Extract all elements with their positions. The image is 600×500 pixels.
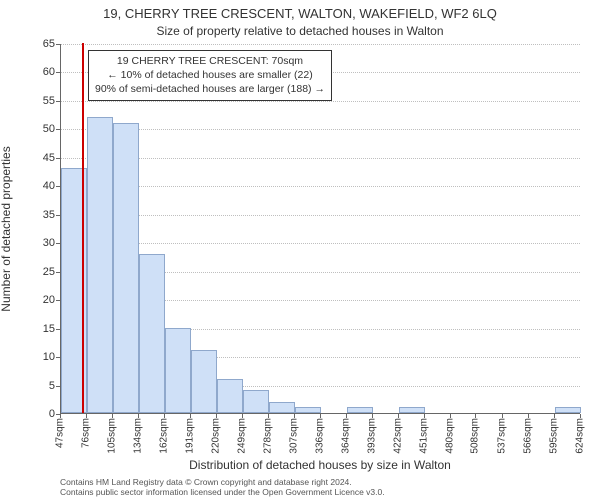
- y-tick-mark: [56, 44, 60, 45]
- x-tick-label: 422sqm: [392, 418, 403, 454]
- x-tick-label: 451sqm: [419, 418, 430, 454]
- histogram-bar: [399, 407, 425, 413]
- y-tick-label: 10: [15, 351, 55, 363]
- annotation-line3: 90% of semi-detached houses are larger (…: [95, 82, 325, 96]
- y-tick-label: 50: [15, 123, 55, 135]
- x-tick-label: 105sqm: [107, 418, 118, 454]
- histogram-bar: [139, 254, 164, 413]
- x-tick-label: 220sqm: [210, 418, 221, 454]
- y-tick-mark: [56, 101, 60, 102]
- x-tick-label: 134sqm: [133, 418, 144, 454]
- x-tick-label: 76sqm: [81, 418, 92, 448]
- annotation-line1: 19 CHERRY TREE CRESCENT: 70sqm: [95, 54, 325, 68]
- footer-attribution: Contains HM Land Registry data © Crown c…: [60, 477, 580, 498]
- y-tick-mark: [56, 357, 60, 358]
- footer-line1: Contains HM Land Registry data © Crown c…: [60, 477, 580, 488]
- y-tick-label: 30: [15, 237, 55, 249]
- x-tick-label: 307sqm: [289, 418, 300, 454]
- y-tick-label: 20: [15, 294, 55, 306]
- histogram-bar: [87, 117, 113, 413]
- y-tick-label: 40: [15, 180, 55, 192]
- histogram-bar: [295, 407, 321, 413]
- y-tick-label: 15: [15, 323, 55, 335]
- gridline: [61, 101, 580, 102]
- x-tick-label: 537sqm: [496, 418, 507, 454]
- y-tick-mark: [56, 300, 60, 301]
- x-tick-label: 249sqm: [237, 418, 248, 454]
- y-tick-label: 55: [15, 95, 55, 107]
- histogram-bar: [555, 407, 581, 413]
- x-axis-label: Distribution of detached houses by size …: [60, 458, 580, 472]
- y-tick-label: 60: [15, 66, 55, 78]
- histogram-bar: [191, 350, 217, 413]
- x-tick-label: 336sqm: [315, 418, 326, 454]
- y-tick-mark: [56, 329, 60, 330]
- y-tick-mark: [56, 129, 60, 130]
- y-tick-label: 0: [15, 408, 55, 420]
- x-tick-label: 595sqm: [548, 418, 559, 454]
- histogram-bar: [113, 123, 139, 413]
- y-tick-mark: [56, 158, 60, 159]
- chart-subtitle: Size of property relative to detached ho…: [0, 24, 600, 38]
- x-tick-label: 480sqm: [445, 418, 456, 454]
- histogram-bar: [269, 402, 295, 413]
- y-tick-mark: [56, 215, 60, 216]
- chart-container: 19, CHERRY TREE CRESCENT, WALTON, WAKEFI…: [0, 0, 600, 500]
- histogram-bar: [165, 328, 191, 413]
- y-tick-label: 35: [15, 209, 55, 221]
- x-tick-label: 508sqm: [470, 418, 481, 454]
- y-tick-mark: [56, 186, 60, 187]
- y-tick-label: 25: [15, 266, 55, 278]
- annotation-line2: ← 10% of detached houses are smaller (22…: [95, 68, 325, 82]
- y-tick-label: 5: [15, 380, 55, 392]
- x-tick-label: 278sqm: [263, 418, 274, 454]
- x-tick-label: 393sqm: [366, 418, 377, 454]
- x-tick-label: 47sqm: [55, 418, 66, 448]
- y-tick-mark: [56, 72, 60, 73]
- histogram-bar: [347, 407, 373, 413]
- x-tick-label: 364sqm: [340, 418, 351, 454]
- chart-title: 19, CHERRY TREE CRESCENT, WALTON, WAKEFI…: [0, 6, 600, 21]
- y-tick-label: 45: [15, 152, 55, 164]
- x-tick-label: 191sqm: [184, 418, 195, 454]
- property-marker-line: [82, 43, 84, 413]
- marker-annotation: 19 CHERRY TREE CRESCENT: 70sqm ← 10% of …: [88, 50, 332, 101]
- histogram-bar: [243, 390, 269, 413]
- x-tick-label: 162sqm: [158, 418, 169, 454]
- y-tick-mark: [56, 272, 60, 273]
- y-tick-label: 65: [15, 38, 55, 50]
- x-tick-label: 624sqm: [575, 418, 586, 454]
- y-axis-label: Number of detached properties: [0, 146, 13, 311]
- footer-line2: Contains public sector information licen…: [60, 487, 580, 498]
- x-tick-label: 566sqm: [522, 418, 533, 454]
- histogram-bar: [217, 379, 243, 413]
- y-tick-mark: [56, 386, 60, 387]
- y-tick-mark: [56, 243, 60, 244]
- gridline: [61, 44, 580, 45]
